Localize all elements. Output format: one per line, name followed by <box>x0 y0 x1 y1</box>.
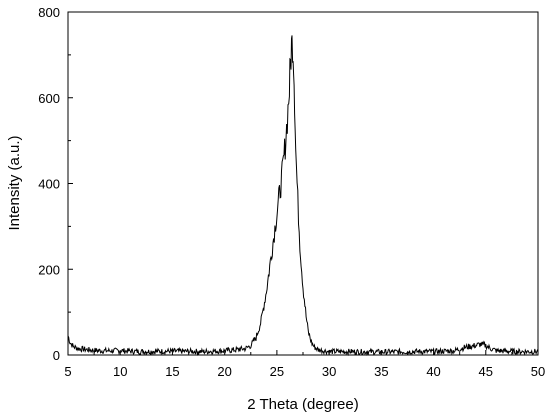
x-tick-label: 25 <box>270 364 284 379</box>
x-tick-label: 30 <box>322 364 336 379</box>
x-tick-label: 35 <box>374 364 388 379</box>
x-tick-label: 5 <box>64 364 71 379</box>
y-tick-label: 0 <box>53 348 60 363</box>
x-tick-label: 15 <box>165 364 179 379</box>
y-tick-label: 400 <box>38 177 60 192</box>
y-tick-label: 200 <box>38 262 60 277</box>
x-tick-label: 20 <box>217 364 231 379</box>
x-axis-ticks: 5 10 15 20 25 30 35 40 45 50 <box>64 350 545 379</box>
x-tick-label: 10 <box>113 364 127 379</box>
y-tick-label: 800 <box>38 5 60 20</box>
y-tick-label: 600 <box>38 91 60 106</box>
y-axis-label: Intensity (a.u.) <box>6 135 23 230</box>
x-tick-label: 50 <box>531 364 545 379</box>
y-axis-ticks: 0 200 400 600 800 <box>38 5 73 363</box>
series-line <box>67 35 539 357</box>
x-axis-label: 2 Theta (degree) <box>247 396 358 413</box>
x-tick-label: 40 <box>426 364 440 379</box>
x-tick-label: 45 <box>479 364 493 379</box>
plot-frame <box>67 11 539 356</box>
